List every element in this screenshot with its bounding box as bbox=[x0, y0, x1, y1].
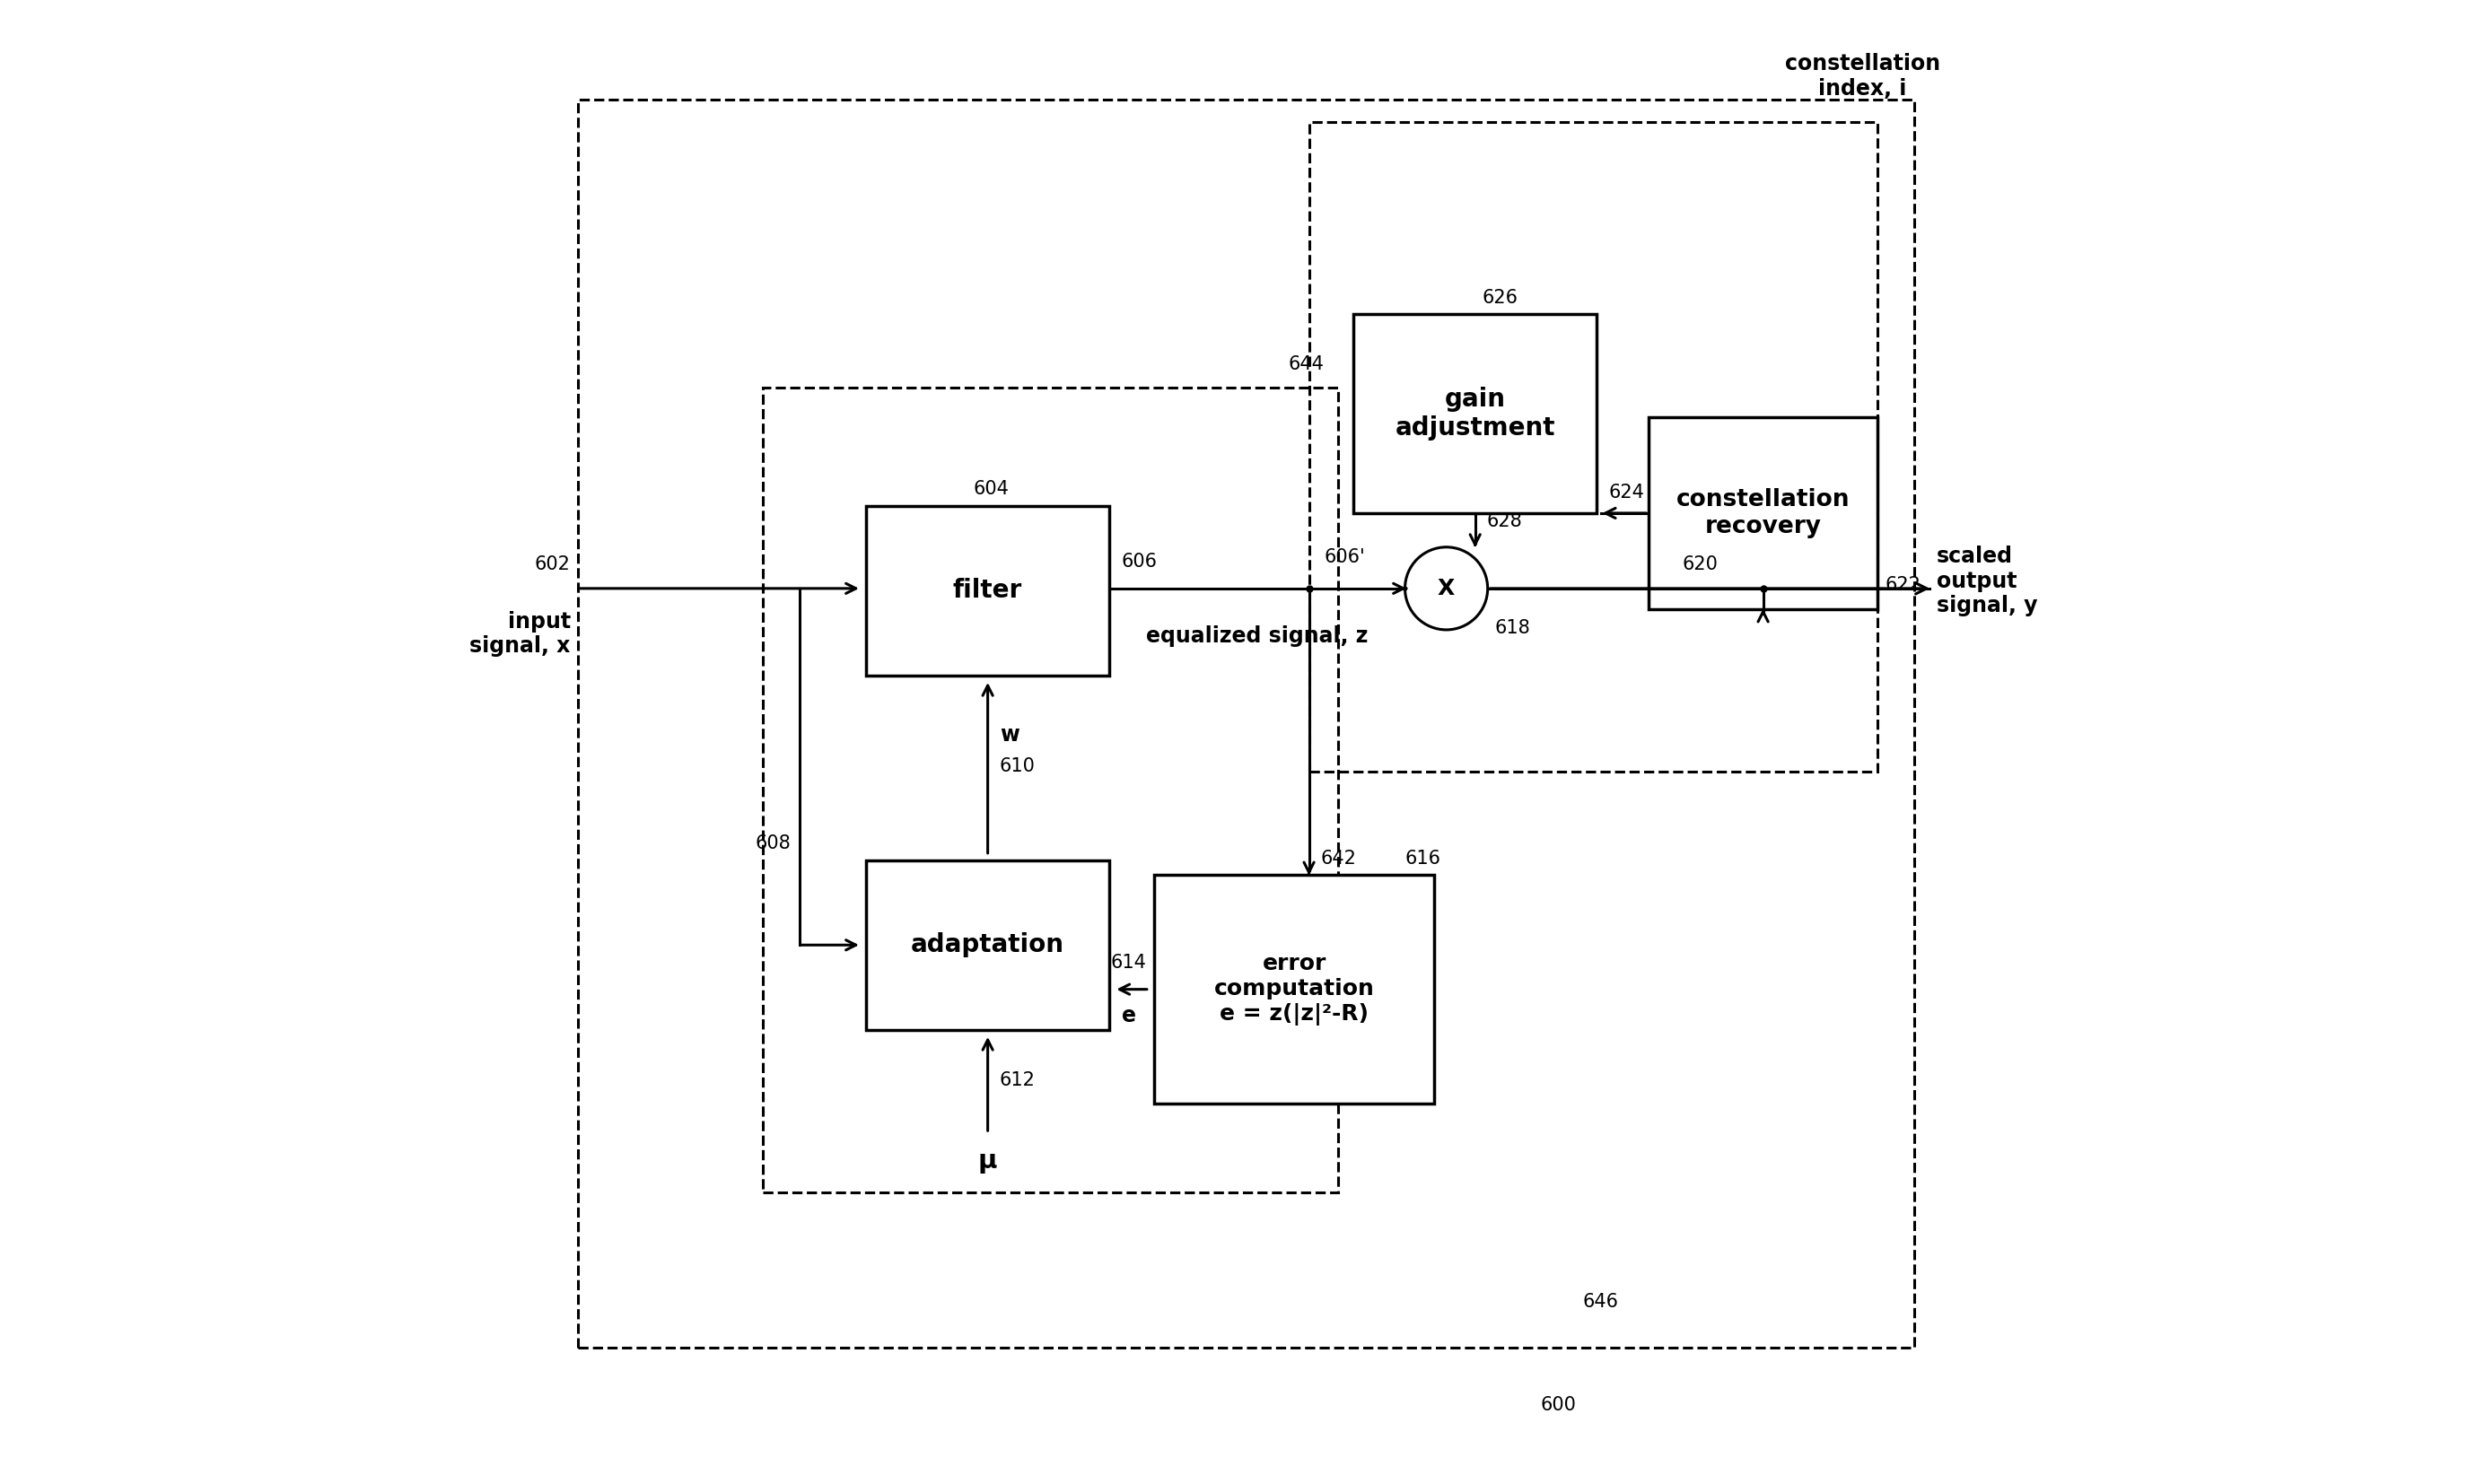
Bar bbox=[865, 506, 1111, 675]
Bar bbox=[865, 861, 1111, 1030]
Text: X: X bbox=[1439, 577, 1454, 600]
Text: 642: 642 bbox=[1320, 849, 1357, 868]
Bar bbox=[1310, 122, 1879, 772]
Text: 626: 626 bbox=[1484, 288, 1518, 306]
Text: 644: 644 bbox=[1287, 355, 1325, 372]
Text: e: e bbox=[1121, 1005, 1136, 1027]
Text: 618: 618 bbox=[1496, 619, 1531, 637]
Text: 600: 600 bbox=[1541, 1396, 1575, 1414]
Text: 616: 616 bbox=[1404, 849, 1441, 868]
Text: 604: 604 bbox=[974, 481, 1009, 499]
Text: equalized signal, z: equalized signal, z bbox=[1146, 625, 1369, 647]
Text: scaled
output
signal, y: scaled output signal, y bbox=[1936, 545, 2038, 617]
Bar bbox=[1648, 417, 1879, 608]
Text: μ: μ bbox=[979, 1149, 996, 1174]
Text: 628: 628 bbox=[1486, 512, 1523, 530]
Text: 646: 646 bbox=[1583, 1293, 1618, 1310]
Bar bbox=[763, 387, 1339, 1192]
Text: gain
adjustment: gain adjustment bbox=[1394, 386, 1556, 441]
Text: constellation
recovery: constellation recovery bbox=[1677, 488, 1849, 539]
Text: adaptation: adaptation bbox=[912, 932, 1064, 957]
Text: 620: 620 bbox=[1682, 555, 1717, 574]
Text: 610: 610 bbox=[999, 757, 1036, 775]
Text: filter: filter bbox=[954, 579, 1021, 603]
Text: 606': 606' bbox=[1325, 549, 1364, 567]
Bar bbox=[1153, 876, 1434, 1104]
Text: 602: 602 bbox=[534, 555, 572, 574]
Bar bbox=[579, 99, 1913, 1347]
Text: 606: 606 bbox=[1121, 552, 1158, 571]
Text: 622: 622 bbox=[1886, 576, 1921, 595]
Bar bbox=[1354, 313, 1598, 513]
Text: input
signal, x: input signal, x bbox=[470, 610, 572, 657]
Text: error
computation
e = z(|z|²-R): error computation e = z(|z|²-R) bbox=[1215, 953, 1374, 1025]
Text: 608: 608 bbox=[755, 835, 790, 853]
Text: 614: 614 bbox=[1111, 954, 1146, 972]
Text: w: w bbox=[999, 724, 1019, 745]
Text: 624: 624 bbox=[1608, 484, 1645, 502]
Text: 612: 612 bbox=[999, 1071, 1036, 1089]
Text: constellation
index, i: constellation index, i bbox=[1784, 53, 1941, 99]
